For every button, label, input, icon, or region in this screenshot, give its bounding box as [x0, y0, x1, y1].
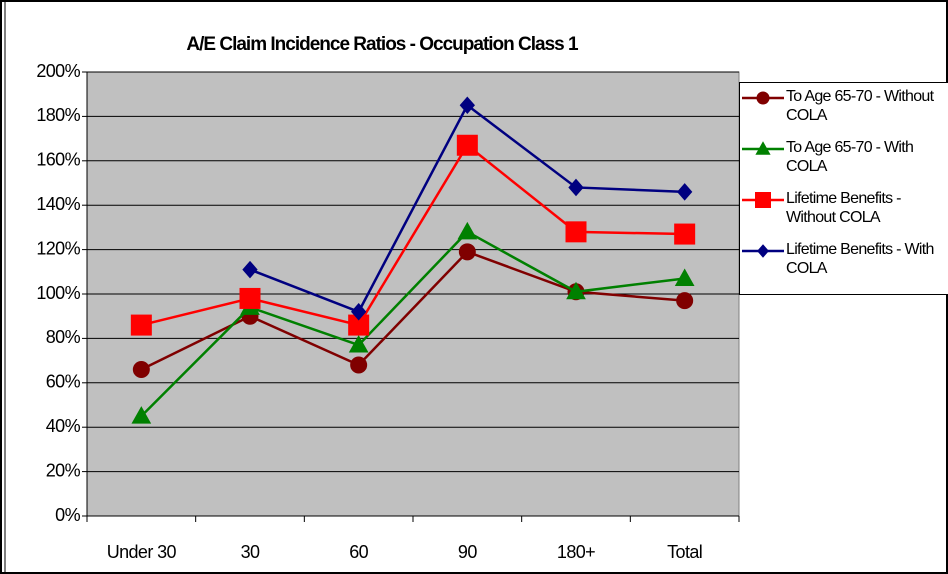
- legend-item: Lifetime Benefits - With COLA: [740, 240, 948, 291]
- y-tick-label: 140%: [36, 194, 80, 214]
- y-tick-label: 120%: [36, 238, 80, 258]
- x-tick-label: 30: [241, 542, 260, 562]
- legend-label: Lifetime Benefits - With COLA: [786, 241, 934, 277]
- legend-swatch: [742, 141, 784, 155]
- marker: [674, 223, 696, 245]
- legend-label: To Age 65-70 - Without COLA: [786, 88, 934, 124]
- y-tick-label: 80%: [46, 327, 81, 347]
- marker: [565, 221, 587, 243]
- marker: [242, 260, 258, 279]
- y-tick-label: 0%: [55, 505, 80, 525]
- x-tick-label: Total: [667, 542, 702, 562]
- marker: [459, 96, 475, 115]
- marker: [677, 183, 693, 201]
- x-tick-label: Under 30: [107, 542, 177, 562]
- marker: [132, 360, 150, 378]
- marker: [755, 141, 771, 155]
- legend-label: To Age 65-70 - With COLA: [786, 139, 914, 175]
- legend-item: To Age 65-70 - Without COLA: [740, 87, 948, 138]
- legend: To Age 65-70 - Without COLA To Age 65-70 …: [739, 82, 948, 295]
- marker: [458, 243, 476, 261]
- legend-item: To Age 65-70 - With COLA: [740, 138, 948, 189]
- marker: [130, 314, 152, 336]
- y-tick-label: 20%: [46, 460, 81, 480]
- marker: [674, 268, 695, 286]
- y-tick-label: 60%: [46, 372, 81, 392]
- marker: [457, 221, 478, 240]
- marker: [676, 292, 694, 310]
- y-tick-label: 100%: [36, 283, 80, 303]
- marker: [239, 287, 261, 309]
- marker: [566, 281, 586, 300]
- marker: [131, 406, 152, 424]
- marker: [456, 134, 478, 156]
- marker: [756, 91, 770, 105]
- x-tick-label: 90: [458, 542, 477, 562]
- chart-title: A/E Claim Incidence Ratios - Occupation …: [186, 34, 579, 55]
- x-tick-label: 180+: [557, 542, 595, 562]
- y-tick-label: 160%: [36, 150, 80, 170]
- legend-swatch: [742, 91, 784, 105]
- y-tick-label: 180%: [36, 105, 80, 125]
- legend-swatch: [742, 244, 784, 258]
- series-line: [140, 230, 685, 417]
- x-tick-label: 60: [349, 542, 368, 562]
- marker: [757, 244, 769, 258]
- marker: [568, 178, 584, 197]
- y-tick-label: 200%: [36, 61, 80, 81]
- series-line: [141, 143, 685, 327]
- legend-label: Lifetime Benefits - Without COLA: [786, 190, 901, 226]
- legend-swatch: [742, 192, 784, 208]
- y-tick-label: 40%: [46, 416, 81, 436]
- marker: [351, 303, 367, 321]
- marker: [348, 335, 369, 353]
- legend-item: Lifetime Benefits - Without COLA: [740, 189, 948, 240]
- marker: [350, 356, 368, 374]
- marker: [755, 192, 771, 208]
